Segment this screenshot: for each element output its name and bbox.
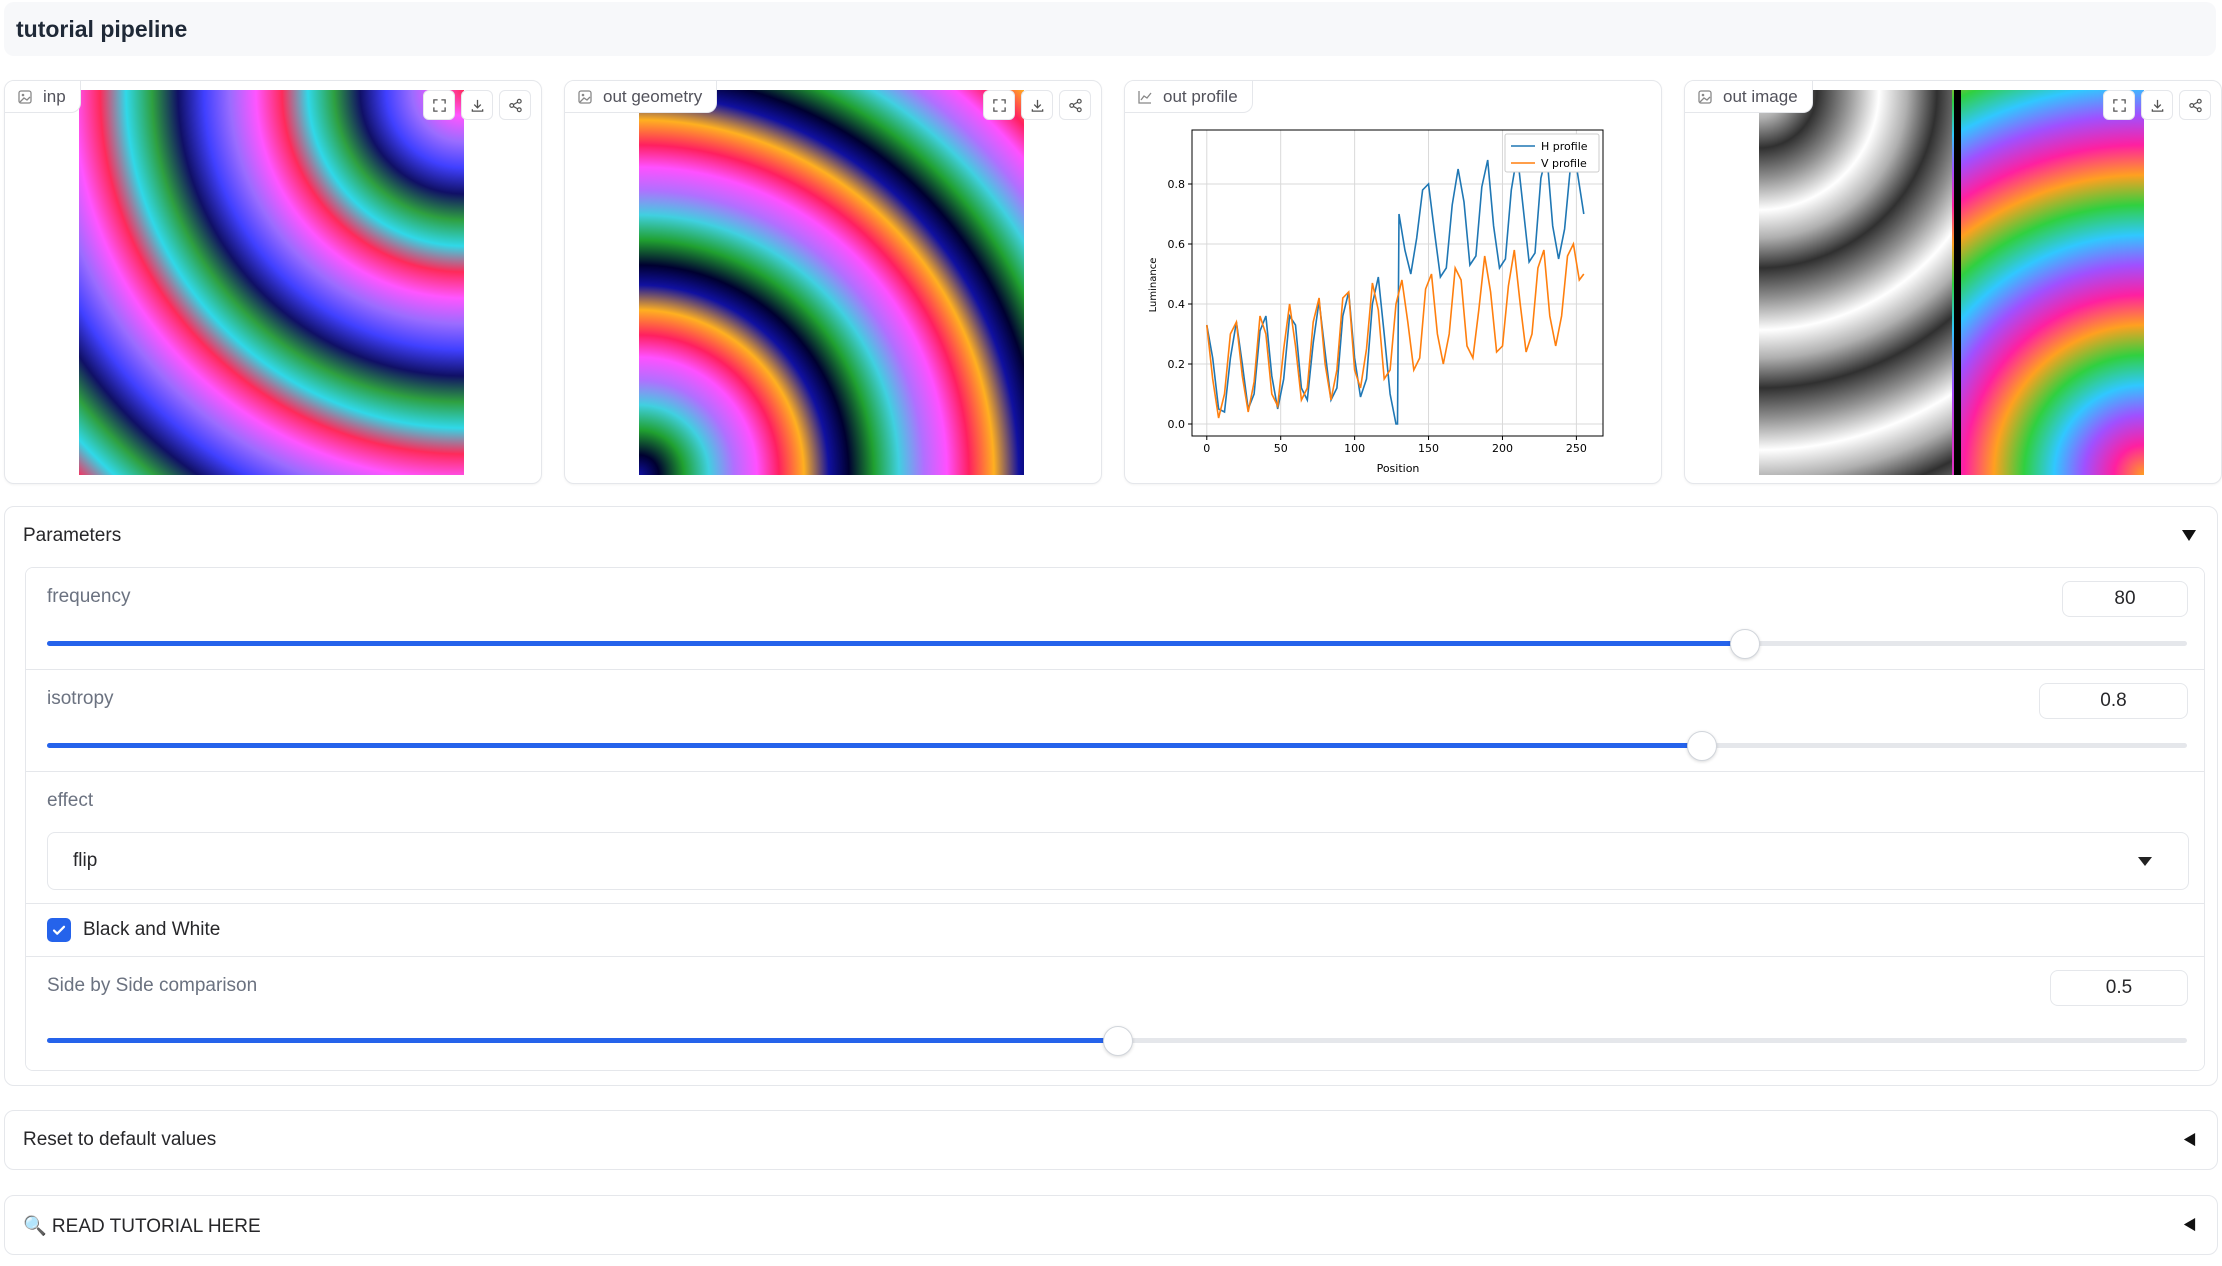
dropdown-arrow-icon (2138, 857, 2152, 866)
x-tick-label: 250 (1566, 442, 1587, 455)
frequency-number-input[interactable]: 80 (2062, 581, 2188, 617)
panel-label: inp (5, 81, 81, 113)
fullscreen-icon (992, 98, 1006, 112)
share-icon (1068, 98, 1082, 112)
fullscreen-button[interactable] (983, 90, 1015, 120)
parameters-panel: frequency 80 isotropy 0.8 effect flip (25, 567, 2205, 1071)
bw-checkbox[interactable] (47, 918, 71, 942)
output-image-bw-half (1759, 90, 1952, 475)
x-tick-label: 150 (1418, 442, 1439, 455)
sbs-slider[interactable] (47, 1026, 2187, 1056)
plot-frame (1191, 129, 1604, 437)
panel-title: out geometry (603, 86, 703, 106)
output-image (1759, 90, 2144, 475)
y-tick-label: 0.6 (1168, 238, 1186, 251)
app-title: tutorial pipeline (16, 16, 188, 42)
share-icon (2188, 98, 2202, 112)
reset-accordion-title: Reset to default values (23, 1129, 217, 1150)
download-icon (1031, 99, 1043, 112)
panel-title: out profile (1163, 86, 1238, 106)
bw-label[interactable]: Black and White (83, 919, 221, 940)
sbs-slider-thumb[interactable] (1103, 1026, 1133, 1056)
y-tick-label: 0.4 (1168, 298, 1186, 311)
panel-out-geometry: out geometry (564, 80, 1102, 484)
series-line-v-profile (1206, 241, 1585, 419)
isotropy-number-input[interactable]: 0.8 (2039, 683, 2188, 719)
image-icon (18, 89, 32, 104)
download-button[interactable] (2141, 90, 2173, 120)
isotropy-slider-fill (47, 743, 1702, 748)
app-header: tutorial pipeline (4, 2, 2216, 56)
x-tick-label: 100 (1344, 442, 1365, 455)
fullscreen-icon (432, 98, 446, 112)
frequency-label: frequency (47, 586, 131, 607)
image-icon (578, 89, 592, 104)
caret-down-icon[interactable] (2181, 527, 2197, 543)
frequency-slider-fill (47, 641, 1745, 646)
panel-label: out geometry (565, 81, 718, 113)
y-tick-label: 0.2 (1168, 358, 1186, 371)
download-button[interactable] (1021, 90, 1053, 120)
series-line-h-profile (1206, 153, 1585, 425)
x-tick-label: 200 (1492, 442, 1513, 455)
x-tick-label: 50 (1274, 442, 1288, 455)
download-button[interactable] (461, 90, 493, 120)
sbs-label: Side by Side comparison (47, 975, 258, 996)
panel-label: out profile (1125, 81, 1253, 113)
panel-out-profile: out profile 0 50 100 150 200 250 0.0 0.2 0.4 0.6 0… (1124, 80, 1662, 484)
output-image-color-half (1951, 90, 2144, 475)
input-image (79, 90, 464, 475)
bw-row: Black and White (26, 904, 2204, 957)
fullscreen-button[interactable] (2103, 90, 2135, 120)
comparison-divider (1954, 90, 1961, 475)
effect-row: effect flip (26, 772, 2204, 904)
frequency-slider-thumb[interactable] (1730, 629, 1761, 659)
geometry-image (639, 90, 1024, 475)
chart-legend: H profile V profile (1504, 133, 1600, 173)
sbs-number-input[interactable]: 0.5 (2050, 970, 2188, 1006)
isotropy-row: isotropy 0.8 (26, 670, 2204, 772)
download-icon (2151, 99, 2163, 112)
frequency-slider[interactable] (47, 629, 2187, 659)
share-button[interactable] (499, 90, 531, 120)
effect-dropdown[interactable]: flip (47, 832, 2189, 890)
frequency-row: frequency 80 (26, 568, 2204, 670)
y-axis-label: Luminance (1148, 258, 1159, 313)
y-tick-label: 0.0 (1168, 418, 1186, 431)
isotropy-slider-thumb[interactable] (1687, 731, 1718, 761)
sbs-row: Side by Side comparison 0.5 (26, 957, 2204, 1070)
share-button[interactable] (2179, 90, 2211, 120)
legend-label: H profile (1541, 140, 1588, 153)
caret-left-icon (2183, 1217, 2196, 1232)
fullscreen-button[interactable] (423, 90, 455, 120)
panel-inp: inp (4, 80, 542, 484)
y-tick-label: 0.8 (1168, 178, 1186, 191)
sbs-slider-fill (47, 1038, 1117, 1043)
share-icon (508, 98, 522, 112)
isotropy-slider[interactable] (47, 731, 2187, 761)
legend-label: V profile (1541, 157, 1587, 170)
effect-selected-value: flip (73, 850, 98, 871)
fullscreen-icon (2112, 98, 2126, 112)
effect-label: effect (47, 790, 94, 811)
x-axis-label: Position (1377, 462, 1420, 475)
parameters-heading[interactable]: Parameters (23, 525, 122, 546)
caret-left-icon (2183, 1132, 2196, 1147)
share-button[interactable] (1059, 90, 1091, 120)
panel-out-image: out image (1684, 80, 2222, 484)
image-icon (1698, 89, 1712, 104)
checkmark-icon (52, 925, 66, 935)
isotropy-label: isotropy (47, 688, 114, 709)
tutorial-accordion-title: 🔍 READ TUTORIAL HERE (23, 1216, 261, 1237)
reset-accordion[interactable]: Reset to default values (4, 1110, 2218, 1170)
panel-title: out image (1723, 86, 1798, 106)
parameters-accordion: Parameters frequency 80 isotropy 0.8 eff… (4, 506, 2218, 1086)
panel-title: inp (43, 86, 66, 106)
x-tick-label: 0 (1203, 442, 1210, 455)
chart-icon (1138, 90, 1152, 104)
tutorial-accordion[interactable]: 🔍 READ TUTORIAL HERE (4, 1195, 2218, 1255)
panel-label: out image (1685, 81, 1813, 113)
download-icon (471, 99, 483, 112)
